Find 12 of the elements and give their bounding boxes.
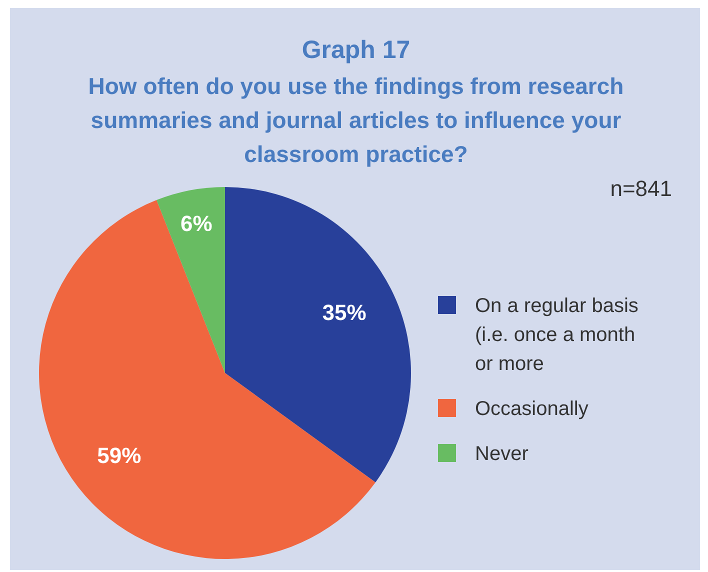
pie-slice <box>156 187 225 373</box>
legend-label: On a regular basis (i.e. once a month or more <box>475 295 638 375</box>
pie-slice <box>225 187 411 482</box>
text: n=841 <box>610 176 672 201</box>
legend-label: Never <box>475 443 529 465</box>
pie-slice <box>39 200 376 559</box>
legend-label: Occasionally <box>475 398 588 420</box>
data-label: 35% <box>322 300 366 325</box>
data-label: 6% <box>180 210 212 236</box>
chart-title: Graph 17 <box>302 36 410 64</box>
chart-subtitle: How often do you use the findings from research summaries and journal articles to influence your classroom practice? <box>88 73 624 167</box>
data-label: 59% <box>97 442 142 468</box>
